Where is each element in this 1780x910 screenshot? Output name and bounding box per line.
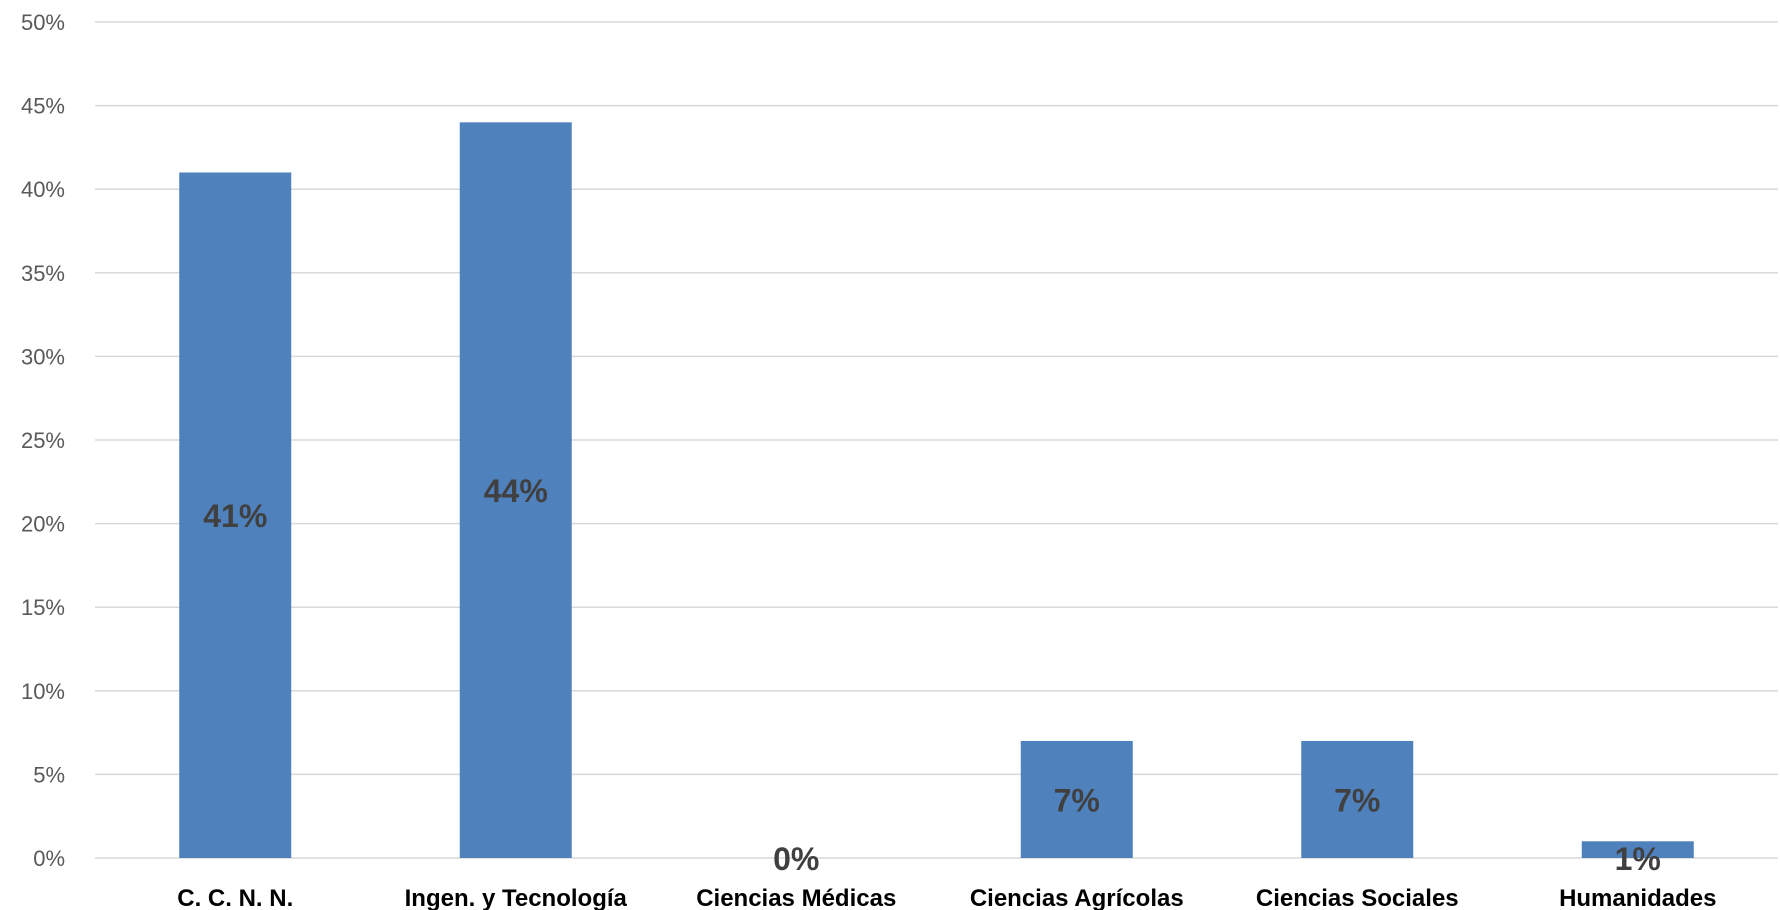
bar: [1581, 841, 1694, 858]
y-tick-label: 25%: [21, 428, 65, 453]
y-tick-label: 15%: [21, 595, 65, 620]
x-category-label: Ciencias Médicas: [696, 885, 896, 910]
x-category-label: Ciencias Sociales: [1256, 885, 1459, 910]
y-axis-ticks: 0% 5% 10% 15% 20% 25% 30% 35% 40% 45% 50%: [21, 10, 65, 871]
y-tick-label: 45%: [21, 94, 65, 119]
bar: [1020, 740, 1133, 858]
x-category-label: Ciencias Agrícolas: [970, 885, 1184, 910]
bar: [459, 122, 572, 858]
y-tick-label: 50%: [21, 10, 65, 35]
data-label: 1%: [1615, 841, 1661, 877]
bars: [179, 122, 1694, 859]
data-label: 44%: [484, 473, 548, 509]
bar: [179, 172, 292, 859]
data-labels: 41% 44% 0% 7% 7% 1%: [203, 473, 1661, 877]
data-label: 7%: [1334, 782, 1380, 818]
data-label: 7%: [1054, 782, 1100, 818]
x-category-label: C. C. N. N.: [177, 885, 293, 910]
data-label: 41%: [203, 498, 267, 534]
y-tick-label: 30%: [21, 344, 65, 369]
y-tick-label: 5%: [33, 762, 65, 787]
y-tick-label: 35%: [21, 261, 65, 286]
y-tick-label: 0%: [33, 846, 65, 871]
x-category-label: Ingen. y Tecnología: [405, 885, 628, 910]
gridlines: [95, 21, 1778, 859]
y-tick-label: 10%: [21, 679, 65, 704]
bar: [1301, 740, 1414, 858]
data-label: 0%: [773, 841, 819, 877]
x-axis-labels: C. C. N. N. Ingen. y Tecnología Ciencias M…: [177, 885, 1716, 910]
y-tick-label: 20%: [21, 512, 65, 537]
y-tick-label: 40%: [21, 177, 65, 202]
x-category-label: Humanidades: [1559, 885, 1716, 910]
